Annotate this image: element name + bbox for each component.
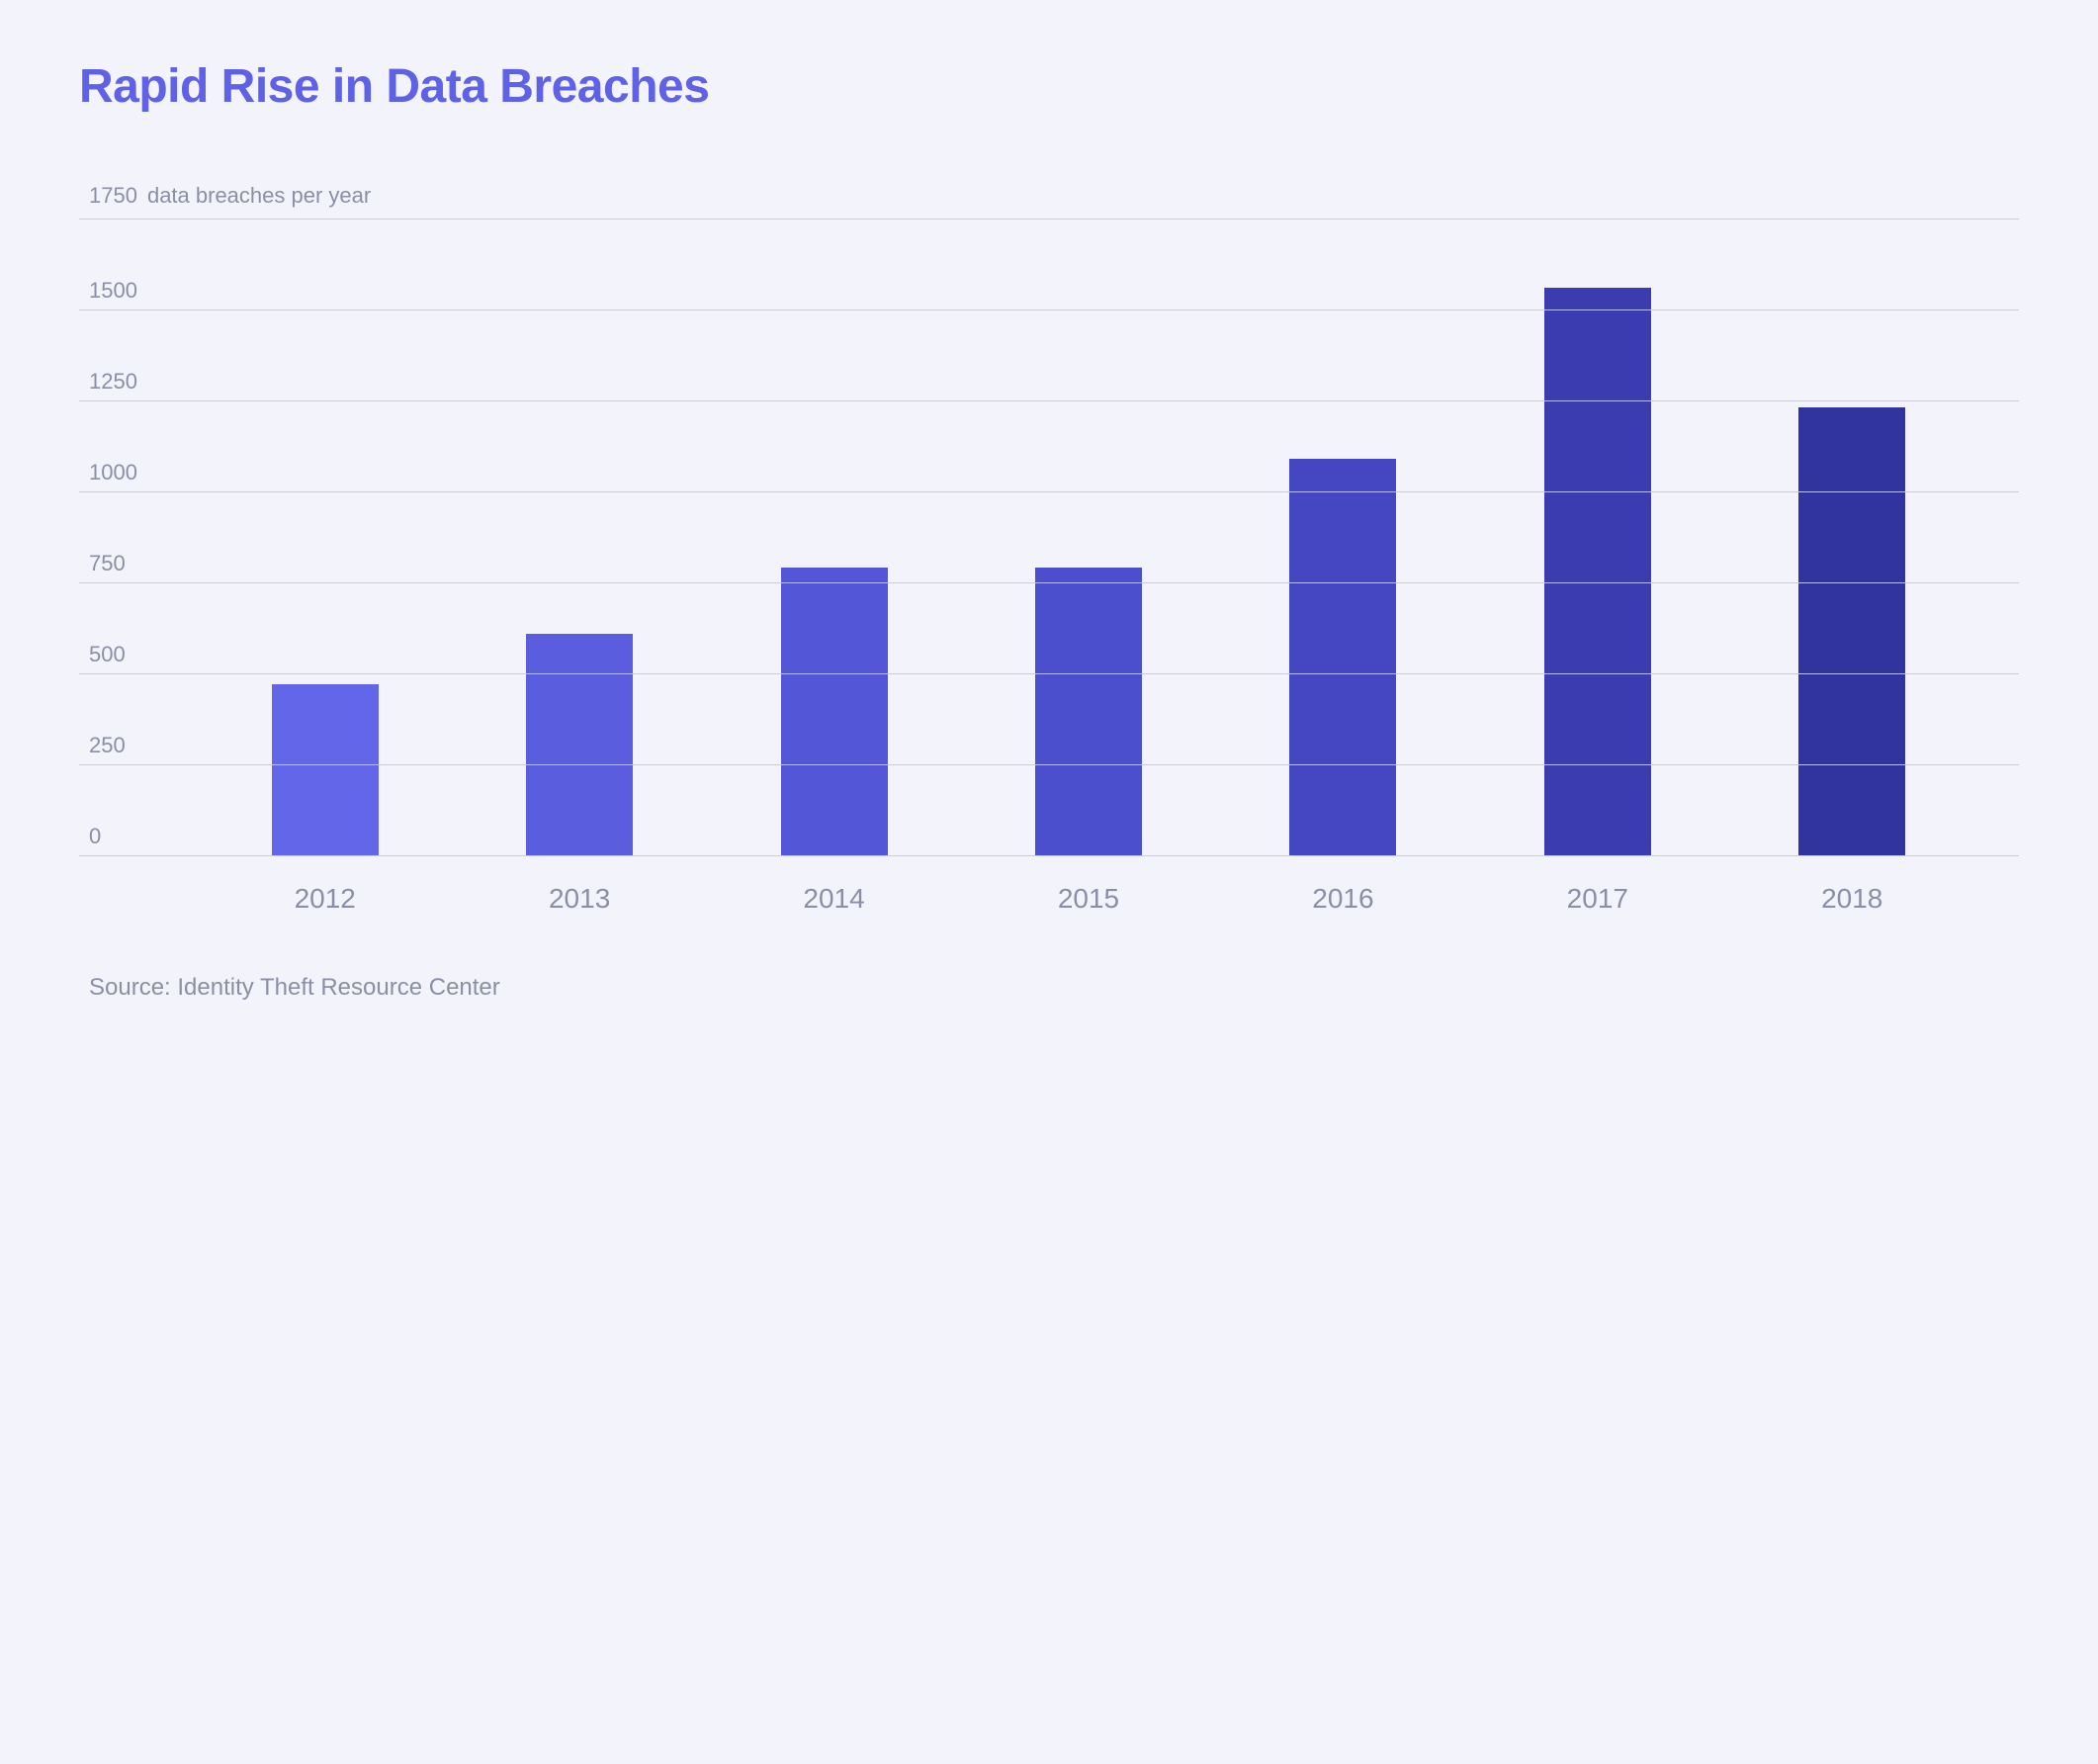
plot-area: 1500 1250 1000 750 500 250 0: [79, 219, 2019, 855]
x-tick-label: 2017: [1567, 883, 1628, 914]
grid-row: 500: [79, 583, 2019, 674]
x-tick: 2012: [198, 883, 452, 915]
y-tick-top: 1750: [89, 183, 137, 209]
y-tick-label: 1250: [89, 369, 137, 395]
x-tick-label: 2013: [549, 883, 610, 914]
y-axis-unit-label: data breaches per year: [147, 183, 371, 209]
chart-container: Rapid Rise in Data Breaches 1750 data br…: [79, 59, 2019, 1002]
y-tick-label: 250: [89, 733, 126, 758]
grid-row: 0: [79, 765, 2019, 856]
y-tick-label: 1000: [89, 460, 137, 485]
x-tick: 2018: [1725, 883, 1979, 915]
grid-row: 1000: [79, 401, 2019, 492]
x-tick: 2016: [1216, 883, 1470, 915]
x-tick: 2017: [1470, 883, 1724, 915]
chart-title: Rapid Rise in Data Breaches: [79, 59, 2019, 114]
grid-row: 1250: [79, 310, 2019, 401]
chart-plot: 1750 data breaches per year 1500 1250 1000…: [79, 183, 2019, 915]
grid-row: 750: [79, 492, 2019, 583]
x-tick-label: 2014: [803, 883, 864, 914]
y-tick-label: 0: [89, 824, 101, 849]
x-tick-label: 2016: [1312, 883, 1373, 914]
chart-source: Source: Identity Theft Resource Center: [79, 974, 2019, 1002]
x-tick: 2014: [707, 883, 961, 915]
x-tick: 2013: [452, 883, 706, 915]
y-tick-label: 1500: [89, 278, 137, 304]
grid-row: 1500: [79, 220, 2019, 310]
y-tick-label: 750: [89, 551, 126, 576]
y-axis-top-row: 1750 data breaches per year: [79, 183, 2019, 209]
grid-row: 250: [79, 674, 2019, 765]
x-tick-label: 2015: [1058, 883, 1119, 914]
x-tick-label: 2012: [295, 883, 356, 914]
x-tick-label: 2018: [1821, 883, 1882, 914]
x-tick: 2015: [961, 883, 1215, 915]
y-tick-label: 500: [89, 642, 126, 667]
x-axis: 2012 2013 2014 2015 2016 2017 2018: [79, 855, 2019, 915]
